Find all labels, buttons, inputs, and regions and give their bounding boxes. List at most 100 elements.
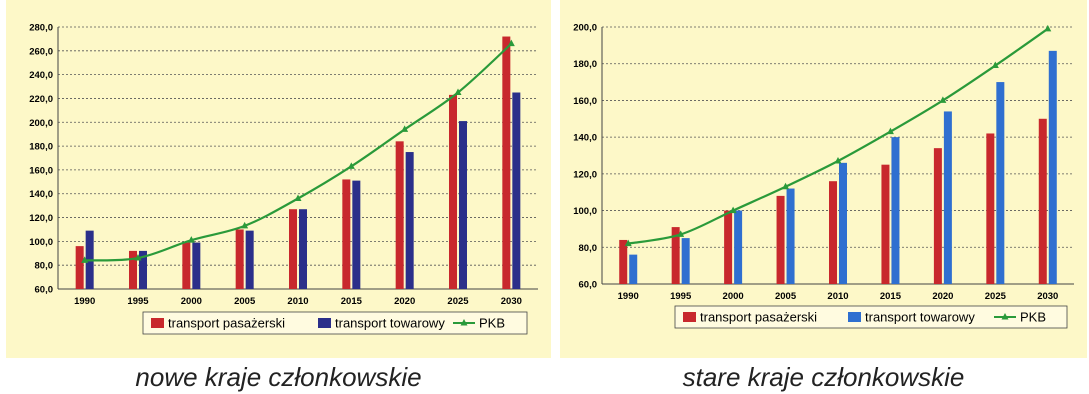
- y-tick-label: 180,0: [29, 142, 53, 153]
- chart-panel-left: 60,0 80,0 100,0 120,0 140,0 160,0 180,0 200,0 22…: [6, 0, 551, 358]
- y-tick-label: 80,0: [35, 261, 54, 272]
- legend-swatch-passenger: [683, 312, 696, 322]
- point-gdp-2005: [782, 182, 790, 190]
- chart-left: 60,0 80,0 100,0 120,0 140,0 160,0 180,0 200,0 22…: [6, 0, 551, 358]
- bar-freight-2010: [299, 209, 307, 289]
- bar-passenger-2005: [776, 195, 785, 284]
- bar-freight-2005: [245, 230, 254, 289]
- bar-freight-1995: [681, 238, 690, 284]
- bar-passenger-1995: [129, 250, 137, 289]
- y-tick-label: 200,0: [29, 118, 53, 129]
- bar-passenger-2030: [1038, 118, 1047, 285]
- bar-passenger-2015: [342, 179, 351, 289]
- legend-label-freight: transport towarowy: [335, 316, 445, 331]
- point-gdp-1990: [81, 256, 89, 263]
- legend-label-passenger: transport pasażerski: [168, 316, 285, 331]
- bar-freight-2015: [352, 180, 361, 289]
- bar-passenger-1995: [671, 227, 680, 284]
- y-tick-label: 100,0: [29, 237, 53, 248]
- bar-passenger-2000: [182, 242, 191, 289]
- y-tick-label: 160,0: [573, 96, 597, 107]
- bar-freight-2000: [192, 242, 201, 289]
- point-gdp-2005: [241, 221, 249, 229]
- chart-background: [560, 0, 1087, 358]
- y-tick-label: 160,0: [29, 165, 53, 176]
- bar-passenger-2030: [502, 36, 511, 290]
- bar-freight-2025: [459, 121, 467, 289]
- bar-passenger-2005: [235, 229, 244, 289]
- bar-passenger-2010: [289, 209, 297, 289]
- y-tick-label: 220,0: [29, 94, 53, 105]
- x-tick-label: 1990: [618, 291, 639, 302]
- y-tick-label: 100,0: [573, 206, 597, 217]
- point-gdp-1995: [134, 254, 142, 261]
- y-tick-label: 280,0: [29, 23, 53, 34]
- point-gdp-2010: [834, 157, 842, 164]
- bar-passenger-2015: [881, 164, 890, 284]
- point-gdp-2010: [294, 194, 302, 201]
- legend-swatch-passenger: [151, 318, 164, 328]
- y-tick-label: 140,0: [573, 133, 597, 144]
- point-gdp-2000: [187, 236, 195, 243]
- point-gdp-2030: [507, 39, 515, 47]
- caption-right: stare kraje członkowskie: [682, 362, 965, 392]
- point-gdp-1990: [624, 239, 632, 247]
- legend: [142, 311, 528, 335]
- x-tick-label: 1990: [74, 296, 95, 307]
- chart-panel-right: 60,0 80,0 100,0 120,0 140,0 160,0 180,0 200,0 19…: [560, 0, 1087, 358]
- y-tick-label: 240,0: [29, 70, 53, 81]
- x-tick-label: 2005: [234, 296, 256, 307]
- bar-passenger-2025: [986, 133, 995, 284]
- x-tick-label: 2015: [880, 291, 902, 302]
- bar-freight-2000: [734, 210, 743, 284]
- bar-passenger-1990: [619, 239, 628, 284]
- bar-freight-2015: [891, 137, 900, 284]
- y-tick-label: 60,0: [579, 280, 598, 291]
- legend-swatch-freight: [318, 318, 331, 328]
- x-tick-label: 2030: [501, 296, 522, 307]
- caption-left: nowe kraje członkowskie: [135, 362, 422, 392]
- point-gdp-2015: [886, 127, 894, 135]
- x-tick-label: 2025: [447, 296, 469, 307]
- x-tick-label: 2010: [827, 291, 848, 302]
- chart-right: 60,0 80,0 100,0 120,0 140,0 160,0 180,0 200,0 19…: [560, 0, 1087, 358]
- x-tick-label: 2015: [341, 296, 363, 307]
- point-gdp-2020: [401, 125, 409, 132]
- point-gdp-2025: [454, 88, 462, 95]
- x-tick-label: 2020: [932, 291, 953, 302]
- bar-freight-2025: [996, 82, 1005, 284]
- x-tick-label: 2000: [181, 296, 202, 307]
- bar-freight-1995: [139, 250, 147, 289]
- point-gdp-2020: [939, 96, 947, 103]
- x-tick-label: 2010: [287, 296, 308, 307]
- legend-label-gdp: PKB: [479, 316, 505, 331]
- y-tick-label: 200,0: [573, 23, 597, 34]
- legend-marker-gdp: [1001, 313, 1009, 320]
- legend-marker-gdp: [460, 319, 468, 326]
- legend: [674, 305, 1068, 329]
- bar-passenger-2020: [395, 141, 404, 289]
- bar-freight-2020: [405, 152, 414, 289]
- y-tick-label: 120,0: [29, 213, 53, 224]
- bar-freight-2030: [512, 92, 521, 289]
- point-gdp-2025: [991, 61, 999, 69]
- bar-freight-2010: [839, 162, 847, 284]
- bar-passenger-2000: [724, 210, 733, 284]
- point-gdp-2000: [729, 206, 737, 214]
- line-gdp: [84, 42, 513, 262]
- bar-freight-2030: [1048, 50, 1057, 284]
- x-tick-label: 2000: [723, 291, 744, 302]
- bar-freight-2020: [943, 111, 952, 284]
- x-tick-label: 1995: [670, 291, 692, 302]
- y-tick-label: 60,0: [35, 285, 54, 296]
- x-tick-label: 2005: [775, 291, 797, 302]
- legend-swatch-freight: [848, 312, 861, 322]
- y-tick-label: 80,0: [579, 243, 598, 254]
- x-tick-label: 2025: [985, 291, 1007, 302]
- point-gdp-2015: [347, 162, 355, 169]
- y-tick-label: 140,0: [29, 189, 53, 200]
- x-tick-label: 2020: [394, 296, 415, 307]
- bar-passenger-2025: [449, 94, 457, 289]
- bar-freight-2005: [786, 188, 795, 284]
- legend-label-passenger: transport pasażerski: [700, 310, 817, 325]
